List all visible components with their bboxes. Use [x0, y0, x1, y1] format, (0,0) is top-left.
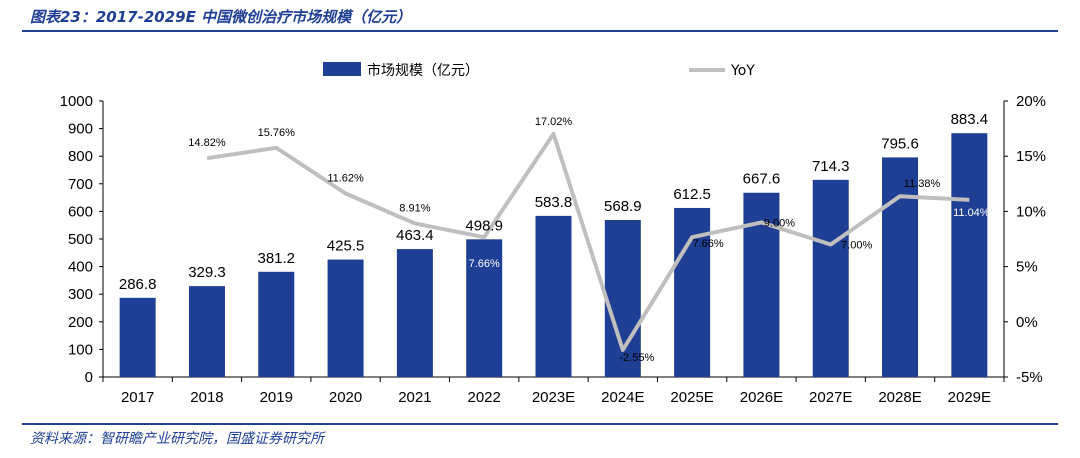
source-note: 资料来源：智研瞻产业研究院，国盛证券研究所: [30, 431, 324, 447]
bar-value-label: 714.3: [812, 158, 850, 175]
y-right-tick-label: 20%: [1016, 93, 1046, 110]
source-rule: [22, 423, 1058, 425]
y-left-tick-label: 900: [68, 121, 93, 138]
yoy-line: [206, 131, 970, 352]
bar: [396, 249, 433, 377]
bar-value-label: 498.9: [465, 217, 503, 234]
y-left-tick-label: 300: [68, 286, 93, 303]
x-tick-label: 2022: [468, 389, 501, 406]
x-tick-label: 2026E: [740, 389, 783, 406]
x-tick-label: 2019: [260, 389, 293, 406]
x-tick-label: 2029E: [948, 389, 991, 406]
legend-line-label: YoY: [730, 63, 755, 79]
bar: [327, 259, 364, 377]
yoy-value-label: 14.82%: [188, 137, 226, 149]
bar-value-label: 612.5: [673, 186, 711, 203]
y-left-tick-label: 1000: [60, 93, 93, 110]
y-left-tick-label: 100: [68, 341, 93, 358]
y-left-tick-label: 400: [68, 259, 93, 276]
bar: [951, 133, 988, 377]
yoy-value-label: 7.66%: [469, 258, 500, 270]
yoy-value-label: 11.62%: [327, 173, 364, 185]
y-left-tick-label: 800: [68, 148, 93, 165]
bar-value-label: 883.4: [951, 111, 989, 128]
yoy-value-label: -2.55%: [619, 352, 654, 364]
yoy-value-label: 17.02%: [535, 116, 573, 128]
bar-value-label: 425.5: [327, 238, 365, 255]
bar-value-label: 667.6: [743, 171, 781, 188]
y-right-tick-label: 15%: [1016, 148, 1046, 165]
bar: [812, 179, 849, 377]
yoy-line-series: [206, 131, 970, 352]
bar: [882, 157, 919, 377]
chart-legend: 市场规模（亿元） YoY: [323, 62, 755, 79]
bar: [188, 286, 225, 377]
x-tick-label: 2018: [190, 389, 223, 406]
y-right-tick-label: -5%: [1016, 369, 1043, 386]
bar-series: [119, 133, 988, 377]
yoy-value-label: 11.38%: [904, 178, 941, 190]
figure-title: 图表23：2017-2029E 中国微创治疗市场规模（亿元）: [30, 8, 412, 26]
bar-value-label: 583.8: [535, 194, 573, 211]
yoy-value-label: 8.91%: [399, 202, 430, 214]
yoy-value-label: 9.00%: [764, 217, 795, 229]
yoy-value-label: 11.04%: [953, 207, 990, 219]
y-left-tick-label: 600: [68, 203, 93, 220]
bar: [466, 239, 503, 377]
x-tick-label: 2017: [121, 389, 154, 406]
y-left-tick-label: 200: [68, 314, 93, 331]
bar: [119, 297, 156, 377]
bar-value-label: 286.8: [119, 276, 157, 293]
bar-value-label: 381.2: [257, 250, 295, 267]
chart-axes: 0 100 200 300 400 500 600 700 800 900 1000 -5% 0% 5% 1…: [60, 93, 1046, 406]
legend-bar-label: 市场规模（亿元）: [367, 62, 479, 79]
legend-bar-swatch: [323, 62, 361, 76]
y-right-tick-label: 10%: [1016, 203, 1046, 220]
bar-value-label: 329.3: [188, 264, 226, 281]
y-right-tick-label: 5%: [1016, 259, 1038, 276]
bar-value-label: 568.9: [604, 198, 642, 215]
x-tick-label: 2028E: [878, 389, 921, 406]
bar: [535, 215, 572, 377]
y-left-tick-label: 500: [68, 231, 93, 248]
bar: [258, 271, 295, 377]
yoy-value-label: 7.66%: [693, 238, 724, 250]
data-labels: 286.8 329.3 381.2 425.5 463.4 498.9 583.8 568.9…: [119, 111, 990, 364]
yoy-value-label: 7.00%: [841, 240, 872, 252]
x-tick-label: 2024E: [601, 389, 644, 406]
y-left-tick-label: 700: [68, 176, 93, 193]
x-tick-label: 2023E: [532, 389, 575, 406]
yoy-value-label: 15.76%: [258, 127, 296, 139]
bar-value-label: 795.6: [881, 135, 919, 152]
y-right-tick-label: 0%: [1016, 314, 1038, 331]
y-left-tick-label: 0: [85, 369, 93, 386]
x-tick-label: 2027E: [809, 389, 852, 406]
x-tick-label: 2021: [398, 389, 431, 406]
x-tick-label: 2020: [329, 389, 362, 406]
bar-value-label: 463.4: [396, 227, 434, 244]
title-rule: [22, 30, 1058, 32]
x-tick-label: 2025E: [670, 389, 713, 406]
